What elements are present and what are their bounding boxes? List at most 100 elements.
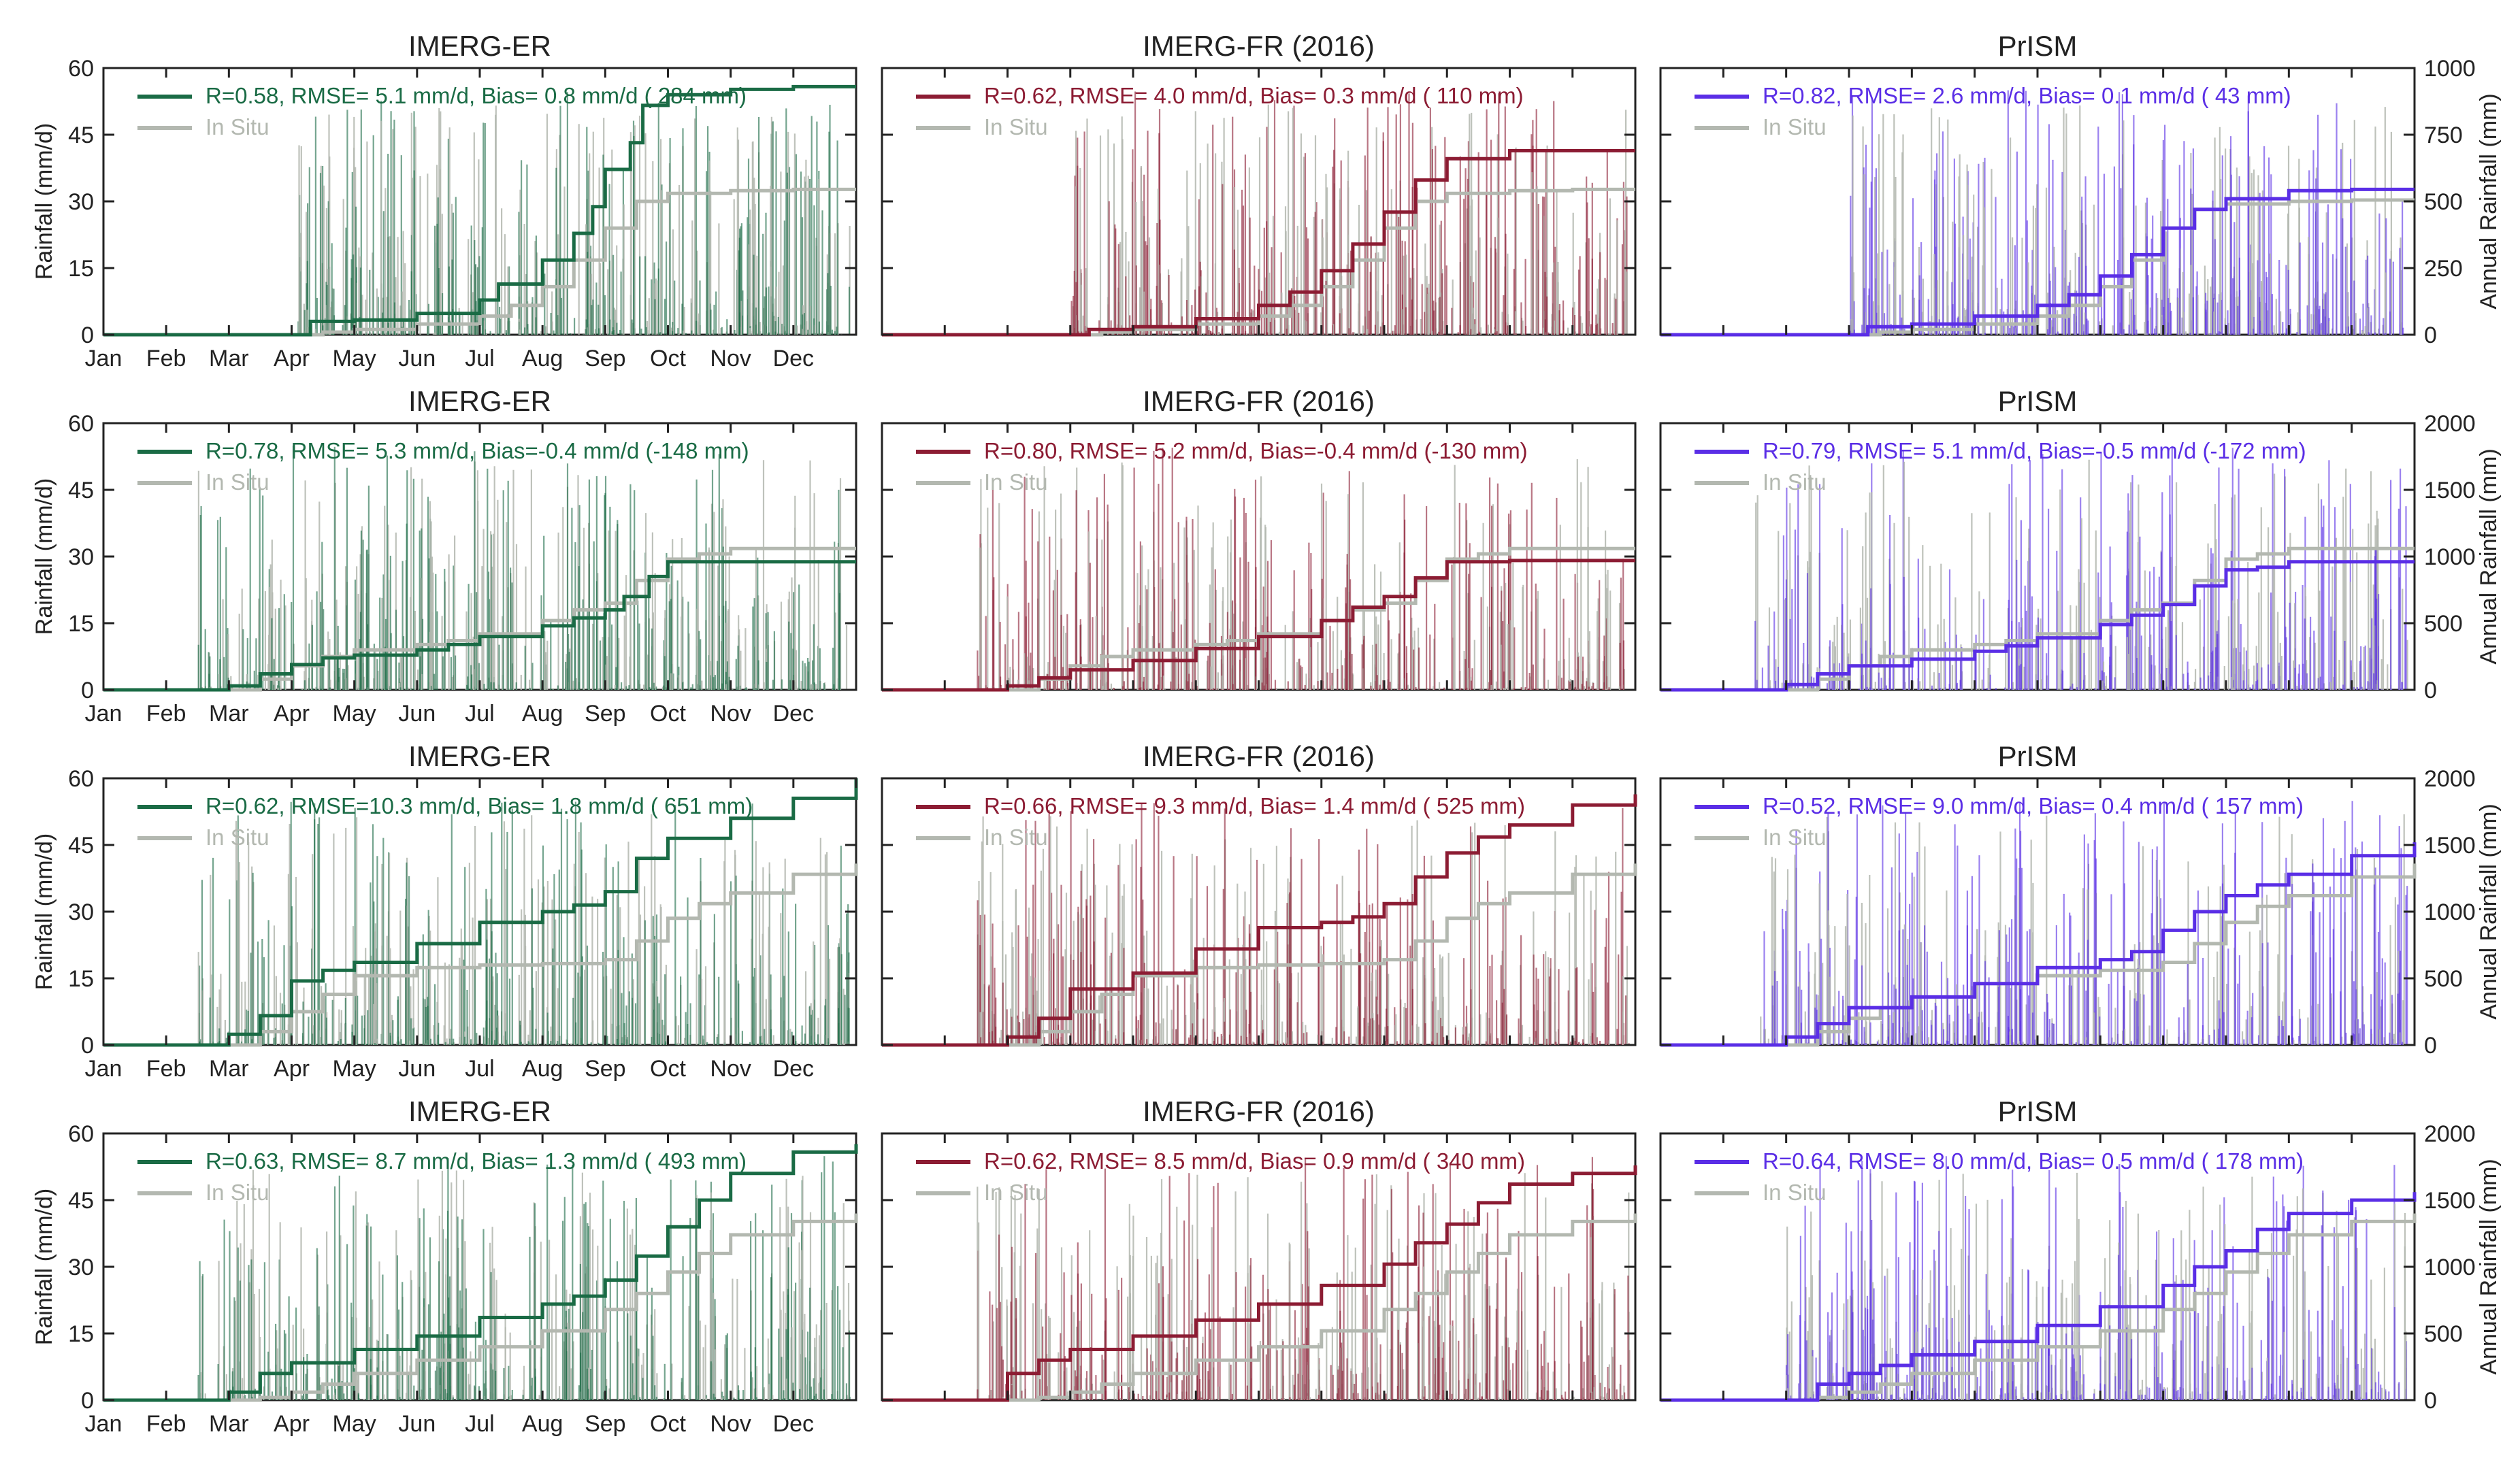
panel-1-2: IMERG-FR (2016) R=0.62, RMSE= 4.0 mm/d, B…: [881, 30, 1637, 337]
product-cumulative-line: [103, 560, 856, 692]
x-tick-label: Oct: [650, 1056, 686, 1082]
y-tick-label: 60: [68, 411, 94, 437]
x-tick-label: Mar: [209, 701, 249, 727]
y2-tick-label: 0: [2424, 322, 2437, 348]
y-tick-label: 0: [81, 678, 94, 703]
x-tick-label: Jul: [465, 1056, 494, 1082]
panel-title: IMERG-FR (2016): [1143, 30, 1375, 62]
y2-tick-label: 250: [2424, 256, 2463, 282]
x-tick-label: Sep: [585, 701, 626, 727]
legend-insitu-label: In Situ: [206, 114, 269, 139]
x-tick-label: Feb: [146, 1056, 186, 1082]
panel-title: IMERG-FR (2016): [1143, 385, 1375, 417]
legend-insitu-label: In Situ: [984, 469, 1048, 495]
x-tick-label: Jul: [465, 346, 494, 371]
in-situ-cumulative-line: [882, 546, 1635, 692]
x-tick-label: Dec: [773, 1056, 814, 1082]
legend-product-stats: R=0.80, RMSE= 5.2 mm/d, Bias=-0.4 mm/d (…: [984, 438, 1528, 463]
x-tick-label: Jan: [85, 701, 122, 727]
x-tick-label: Sep: [585, 1056, 626, 1082]
x-tick-label: Oct: [650, 701, 686, 727]
y2-axis-label: Annual Rainfall (mm): [2476, 93, 2502, 309]
product-cumulative-line: [103, 84, 856, 337]
y-tick-label: 15: [68, 611, 94, 637]
panel-title: IMERG-ER: [408, 30, 551, 62]
y2-tick-label: 1000: [2424, 544, 2476, 570]
x-tick-label: Feb: [146, 346, 186, 371]
x-tick-label: Jul: [465, 701, 494, 727]
panels-layer: IMERG-ER 0 15 30 45 60 Jan Feb Mar Apr May Jun Jul Au…: [31, 30, 2502, 1437]
x-tick-label: Jun: [398, 701, 436, 727]
x-tick-label: Aug: [522, 1056, 563, 1082]
x-tick-label: Aug: [522, 346, 563, 371]
in-situ-cumulative-line: [103, 863, 858, 1047]
legend-product-stats: R=0.58, RMSE= 5.1 mm/d, Bias= 0.8 mm/d (…: [206, 83, 747, 108]
x-tick-label: Dec: [773, 346, 814, 371]
y-tick-label: 30: [68, 899, 94, 925]
legend-product-stats: R=0.79, RMSE= 5.1 mm/d, Bias=-0.5 mm/d (…: [1763, 438, 2306, 463]
y-tick-label: 30: [68, 544, 94, 570]
x-tick-label: Jan: [85, 346, 122, 371]
product-cumulative-line: [103, 778, 858, 1047]
x-tick-label: Apr: [274, 346, 310, 371]
y2-tick-label: 1000: [2424, 56, 2476, 82]
panel-2-2: IMERG-FR (2016) R=0.80, RMSE= 5.2 mm/d, B…: [881, 385, 1637, 692]
legend-product-stats: R=0.62, RMSE= 4.0 mm/d, Bias= 0.3 mm/d (…: [984, 83, 1524, 108]
y-tick-label: 15: [68, 256, 94, 282]
y-axis-label: Rainfall (mm/d): [31, 123, 57, 280]
panel-title: IMERG-ER: [408, 740, 551, 772]
y2-tick-label: 500: [2424, 611, 2463, 637]
x-tick-label: Sep: [585, 346, 626, 371]
legend-insitu-label: In Situ: [206, 469, 269, 495]
x-tick-label: Nov: [710, 701, 751, 727]
y2-axis-label: Annual Rainfall (mm): [2476, 448, 2502, 664]
panel-3-1: IMERG-ER 0 15 30 45 60 Jan Feb Mar Apr May Jun Jul Au…: [31, 740, 858, 1082]
y2-tick-label: 1500: [2424, 478, 2476, 503]
panel-title: PrISM: [1998, 385, 2078, 417]
y-tick-label: 30: [68, 189, 94, 215]
y-tick-label: 45: [68, 833, 94, 859]
y-tick-label: 0: [81, 1033, 94, 1059]
x-tick-label: Mar: [209, 346, 249, 371]
x-tick-label: Nov: [710, 346, 751, 371]
y2-tick-label: 0: [2424, 678, 2437, 703]
x-tick-label: May: [333, 346, 376, 371]
x-tick-label: May: [333, 701, 376, 727]
y-tick-label: 45: [68, 478, 94, 503]
panel-2-1: IMERG-ER 0 15 30 45 60 Jan Feb Mar Apr May Jun Jul Au…: [31, 385, 857, 727]
x-tick-label: Dec: [773, 701, 814, 727]
y2-tick-label: 2000: [2424, 411, 2476, 437]
y-tick-label: 15: [68, 966, 94, 992]
y-axis-label: Rainfall (mm/d): [31, 478, 57, 635]
legend-insitu-label: In Situ: [1763, 114, 1827, 139]
y2-tick-label: 500: [2424, 189, 2463, 215]
product-cumulative-line: [1660, 560, 2415, 692]
x-tick-label: Jun: [398, 1056, 436, 1082]
legend-product-stats: R=0.82, RMSE= 2.6 mm/d, Bias= 0.1 mm/d (…: [1763, 83, 2291, 108]
product-cumulative-line: [882, 149, 1635, 337]
x-tick-label: Feb: [146, 701, 186, 727]
y-axis-label: Rainfall (mm/d): [31, 833, 57, 990]
y-tick-label: 60: [68, 766, 94, 792]
x-tick-label: Oct: [650, 346, 686, 371]
legend-product-stats: R=0.78, RMSE= 5.3 mm/d, Bias=-0.4 mm/d (…: [206, 438, 749, 463]
legend-insitu-label: In Situ: [984, 114, 1048, 139]
x-tick-label: Apr: [274, 701, 310, 727]
x-tick-label: Aug: [522, 701, 563, 727]
product-cumulative-line: [882, 559, 1635, 692]
x-tick-label: May: [333, 1056, 376, 1082]
panel-title: IMERG-ER: [408, 385, 551, 417]
x-tick-label: Apr: [274, 1056, 310, 1082]
x-tick-label: Jun: [398, 346, 436, 371]
y-tick-label: 0: [81, 322, 94, 348]
panel-title: PrISM: [1998, 30, 2078, 62]
y-tick-label: 60: [68, 56, 94, 82]
x-tick-label: Mar: [209, 1056, 249, 1082]
panel-1-1: IMERG-ER 0 15 30 45 60 Jan Feb Mar Apr May Jun Jul Au…: [31, 30, 857, 371]
x-tick-label: Nov: [710, 1056, 751, 1082]
y-tick-label: 45: [68, 122, 94, 148]
legend-insitu-label: In Situ: [1763, 469, 1827, 495]
